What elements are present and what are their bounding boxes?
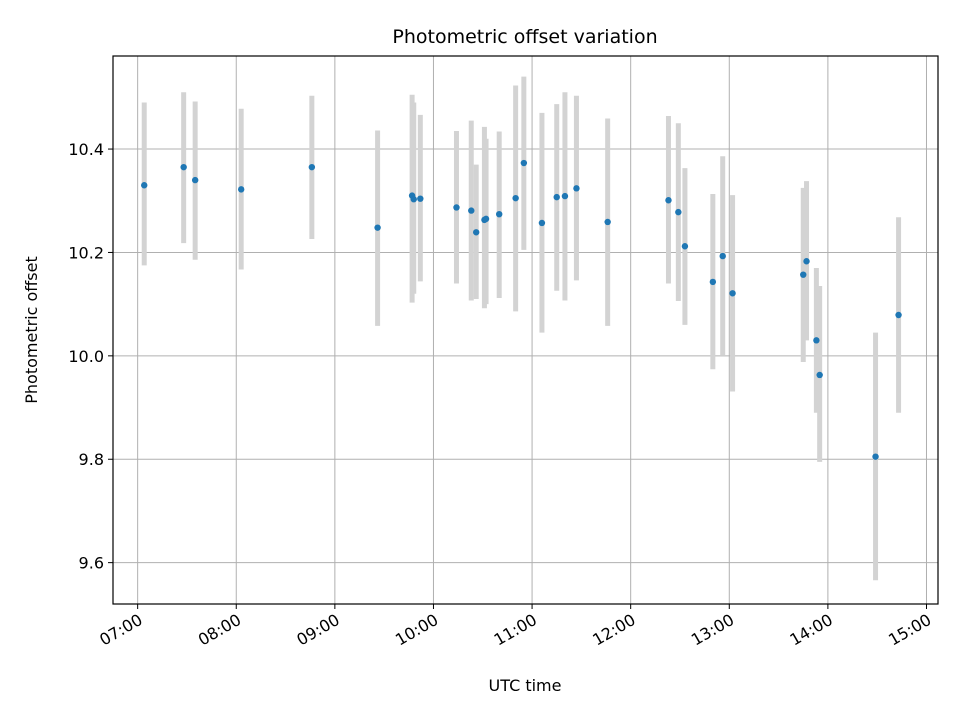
data-point <box>180 163 187 171</box>
data-point <box>496 210 503 218</box>
data-point <box>191 176 199 184</box>
data-point <box>719 252 726 260</box>
y-tick-label: 9.8 <box>79 450 104 469</box>
y-tick-label: 10.0 <box>68 347 104 366</box>
data-point <box>561 192 569 200</box>
data-point <box>374 224 381 231</box>
data-point <box>813 337 820 344</box>
data-point <box>604 218 611 226</box>
y-tick-label: 10.4 <box>68 140 104 159</box>
data-point <box>141 182 148 189</box>
data-point <box>681 243 689 250</box>
data-point <box>417 195 424 202</box>
data-point <box>538 219 546 227</box>
data-point <box>665 197 672 204</box>
data-point <box>308 163 316 171</box>
data-point <box>237 186 245 193</box>
data-point <box>553 193 560 201</box>
data-points <box>141 159 902 460</box>
data-point <box>520 159 528 167</box>
data-point <box>800 271 807 278</box>
data-point <box>895 311 902 319</box>
y-tick-label: 9.6 <box>79 554 104 573</box>
data-point <box>410 196 417 203</box>
data-point <box>573 185 580 192</box>
y-axis-ticks: 9.6 9.8 10.0 10.2 10.4 <box>68 140 113 573</box>
y-axis-label: Photometric offset <box>22 256 41 404</box>
data-point <box>872 453 879 460</box>
chart-title: Photometric offset variation <box>392 26 657 48</box>
data-point <box>512 194 519 202</box>
data-point <box>472 229 480 236</box>
data-point <box>468 207 475 214</box>
x-axis-label: UTC time <box>489 676 562 695</box>
data-point <box>729 290 736 297</box>
data-point <box>803 258 810 265</box>
data-point <box>816 371 823 379</box>
data-point <box>709 278 717 286</box>
data-point <box>482 215 490 223</box>
y-tick-label: 10.2 <box>68 243 104 262</box>
data-point <box>675 208 682 216</box>
plot-frame <box>112 55 939 605</box>
data-point <box>453 204 460 211</box>
